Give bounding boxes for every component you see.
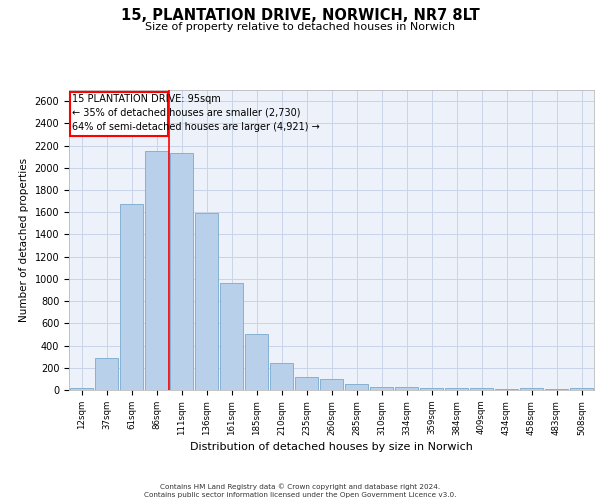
- Bar: [445, 388, 468, 390]
- Bar: [245, 334, 268, 390]
- Bar: [195, 214, 218, 390]
- X-axis label: Distribution of detached houses by size in Norwich: Distribution of detached houses by size …: [190, 442, 473, 452]
- Text: Size of property relative to detached houses in Norwich: Size of property relative to detached ho…: [145, 22, 455, 32]
- Y-axis label: Number of detached properties: Number of detached properties: [19, 158, 29, 322]
- Bar: [70, 388, 93, 390]
- Bar: [120, 204, 143, 390]
- Bar: [145, 151, 168, 390]
- Bar: [320, 379, 343, 390]
- Bar: [570, 388, 593, 390]
- Bar: [95, 358, 118, 390]
- Bar: [520, 388, 543, 390]
- Bar: [220, 284, 243, 390]
- Bar: [370, 386, 393, 390]
- Text: Contains HM Land Registry data © Crown copyright and database right 2024.
Contai: Contains HM Land Registry data © Crown c…: [144, 484, 456, 498]
- Bar: [270, 363, 293, 390]
- Bar: [470, 388, 493, 390]
- Bar: [345, 384, 368, 390]
- Bar: [395, 387, 418, 390]
- FancyBboxPatch shape: [70, 92, 168, 136]
- Text: 15 PLANTATION DRIVE: 95sqm
← 35% of detached houses are smaller (2,730)
64% of s: 15 PLANTATION DRIVE: 95sqm ← 35% of deta…: [72, 94, 320, 132]
- Bar: [420, 388, 443, 390]
- Bar: [295, 376, 318, 390]
- Bar: [495, 389, 518, 390]
- Bar: [170, 154, 193, 390]
- Text: 15, PLANTATION DRIVE, NORWICH, NR7 8LT: 15, PLANTATION DRIVE, NORWICH, NR7 8LT: [121, 8, 479, 22]
